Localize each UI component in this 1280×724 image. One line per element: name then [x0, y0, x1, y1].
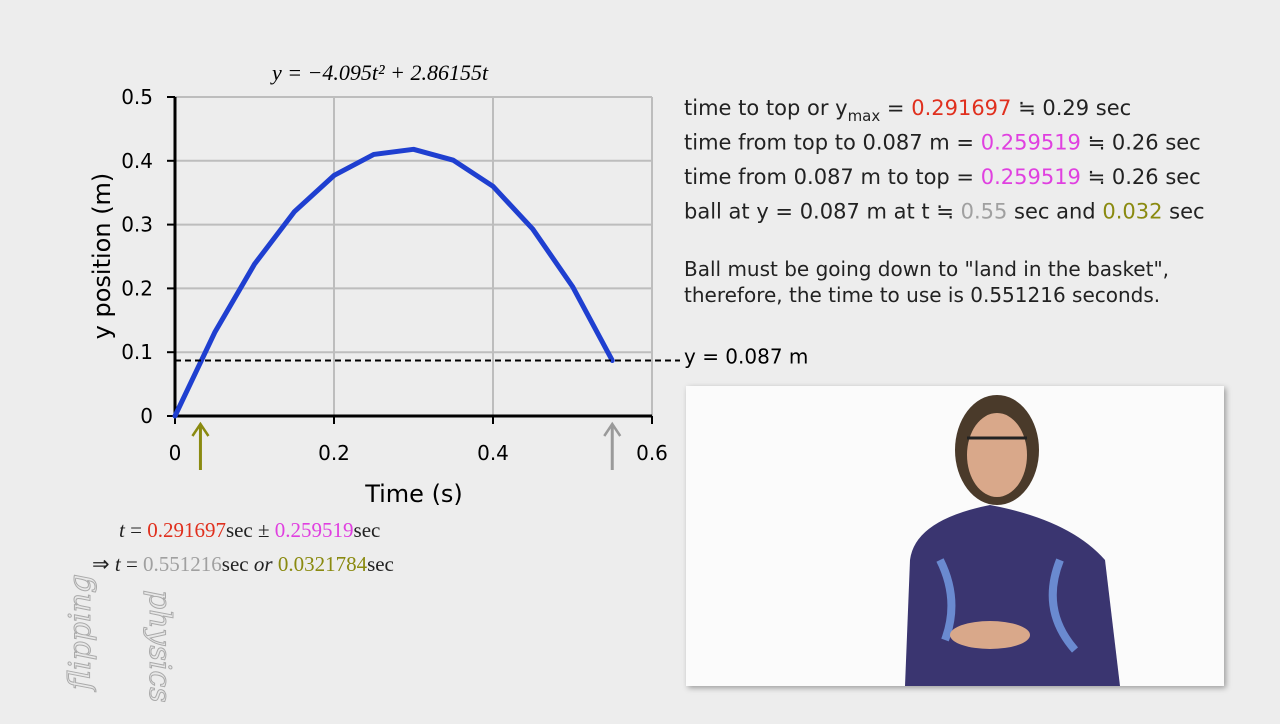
curve: [172, 146, 615, 419]
text-line: ball at y = 0.087 m at t ≒ 0.55 sec and …: [684, 200, 1205, 224]
y-tick-label: 0.2: [121, 276, 153, 300]
text-segment: sec and: [1007, 200, 1102, 224]
x-axis-label: Time (s): [364, 480, 463, 508]
conclusion-line: therefore, the time to use is 0.551216 s…: [684, 283, 1160, 307]
reference-label: y = 0.087 m: [684, 344, 808, 368]
text-segment: 0.291697: [911, 96, 1011, 120]
y-tick-label: 0.3: [121, 213, 153, 237]
x-tick-label: 0.2: [318, 441, 350, 465]
text-segment: =: [121, 552, 143, 576]
text-segment: time to top or y: [684, 96, 848, 120]
text-segment: =: [125, 518, 147, 542]
text-segment: ⇒: [92, 552, 115, 576]
text-line: t = 0.291697sec ± 0.259519sec: [119, 518, 380, 542]
text-segment: sec: [354, 518, 381, 542]
text-segment: or: [254, 552, 274, 576]
x-tick-label: 0.6: [636, 441, 668, 465]
text-segment: ≒ 0.26 sec: [1081, 131, 1201, 155]
text-segment: ball at y = 0.087 m at t ≒: [684, 200, 961, 224]
text-segment: t: [115, 552, 122, 576]
text-line: time to top or ymax = 0.291697 ≒ 0.29 se…: [684, 96, 1131, 125]
y-tick-label: 0.5: [121, 85, 153, 109]
text-segment: max: [848, 107, 881, 125]
arrow-head: [191, 421, 210, 437]
text-segment: sec: [222, 552, 254, 576]
y-tick-label: 0.4: [121, 149, 153, 173]
text-segment: 0.55: [961, 200, 1008, 224]
arrow-head: [603, 421, 622, 437]
person-hands: [950, 621, 1030, 649]
y-tick-label: 0: [140, 404, 153, 428]
text-segment: time from top to 0.087 m =: [684, 131, 981, 155]
text-segment: 0.259519: [275, 518, 354, 542]
x-tick-label: 0: [169, 441, 182, 465]
text-segment: 0.291697: [147, 518, 226, 542]
text-line: time from 0.087 m to top = 0.259519 ≒ 0.…: [684, 165, 1201, 189]
text-segment: 0.551216: [143, 552, 222, 576]
text-segment: sec: [1162, 200, 1204, 224]
text-segment: t: [119, 518, 126, 542]
conclusion-line: Ball must be going down to "land in the …: [684, 257, 1169, 281]
text-line: ⇒ t = 0.551216sec or 0.0321784sec: [92, 552, 394, 576]
video-inset: [686, 386, 1224, 686]
logo-text: physics: [142, 590, 177, 703]
chart-title: y = −4.095t² + 2.86155t: [270, 60, 489, 85]
text-segment: 0.259519: [981, 165, 1081, 189]
text-segment: sec: [367, 552, 394, 576]
text-segment: 0.032: [1102, 200, 1162, 224]
text-segment: 0.259519: [981, 131, 1081, 155]
text-segment: 0.0321784: [278, 552, 368, 576]
shirt-pattern: [936, 558, 1079, 653]
x-tick-label: 0.4: [477, 441, 509, 465]
logo-text: flipping: [63, 574, 98, 692]
person-face: [967, 413, 1027, 497]
text-segment: ≒ 0.29 sec: [1011, 96, 1131, 120]
text-line: time from top to 0.087 m = 0.259519 ≒ 0.…: [684, 131, 1201, 155]
text-segment: time from 0.087 m to top =: [684, 165, 981, 189]
y-tick-label: 0.1: [121, 340, 153, 364]
text-segment: =: [880, 96, 911, 120]
text-segment: ≒ 0.26 sec: [1081, 165, 1201, 189]
text-segment: sec ±: [226, 518, 275, 542]
y-axis-label: y position (m): [88, 173, 116, 340]
